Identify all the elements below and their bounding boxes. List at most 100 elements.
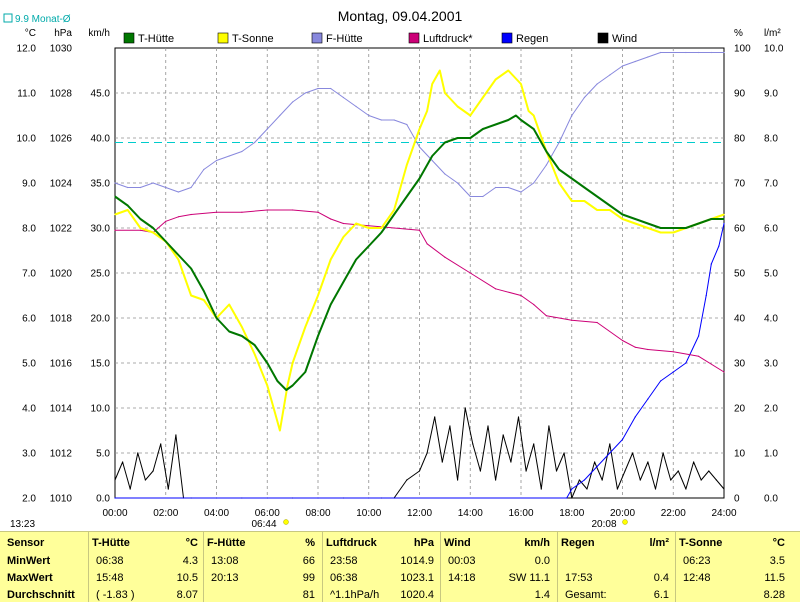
celsius-axis-tick-label: 9.0: [22, 179, 36, 190]
series-point: [672, 227, 674, 229]
legend-swatch: [408, 32, 420, 44]
hpa-axis-tick-label: 1024: [50, 179, 73, 190]
stats-unit: l/m²: [649, 537, 669, 549]
percent-axis-tick-label: 0: [734, 494, 740, 505]
series-point: [330, 303, 332, 306]
series-point: [510, 461, 512, 463]
series-point: [515, 114, 517, 117]
stats-value: 66: [302, 555, 315, 567]
series-point: [596, 195, 598, 198]
stats-time: 17:53: [565, 572, 593, 584]
rain-axis-tick-label: 10.0: [764, 44, 784, 55]
series-point: [540, 488, 542, 490]
stats-time: 06:38: [96, 555, 124, 567]
series-point: [507, 119, 509, 121]
series-point: [571, 177, 573, 180]
series-point: [342, 222, 344, 225]
x-tick-label: 18:00: [559, 508, 584, 519]
stats-time: ( -1.83 ): [96, 589, 135, 601]
series-point: [495, 479, 497, 481]
stats-row-label: MaxWert: [7, 572, 53, 584]
series-point: [583, 186, 586, 189]
series-point: [596, 465, 598, 468]
series-point: [406, 195, 408, 198]
hpa-axis-tick-label: 1028: [50, 89, 73, 100]
series-point: [558, 141, 560, 144]
series-point: [571, 200, 573, 202]
stats-value: SW 11.1: [508, 572, 550, 584]
series-point: [317, 211, 319, 213]
series-point: [705, 294, 707, 297]
stats-separator: [557, 532, 558, 602]
footer-marker-right: 20:08: [591, 519, 616, 530]
series-point: [545, 150, 548, 153]
series-point: [654, 488, 657, 490]
series-point: [177, 191, 179, 193]
series-point: [114, 229, 116, 231]
series-point: [342, 236, 344, 238]
stats-time: 06:38: [330, 572, 358, 584]
sunset-marker-icon: [622, 519, 628, 525]
series-point: [469, 272, 471, 274]
series-point: [495, 288, 497, 290]
percent-axis-tick-label: 50: [734, 269, 746, 280]
avg-checkbox-icon[interactable]: [3, 13, 13, 23]
series-point: [114, 213, 116, 216]
stats-row-label: Sensor: [7, 537, 45, 549]
series-point: [621, 438, 624, 441]
series-point: [380, 119, 382, 121]
kmh-axis-tick-label: 35.0: [91, 179, 111, 190]
legend-swatch: [217, 32, 229, 44]
kmh-axis-tick-label: 40.0: [91, 134, 111, 145]
series-point: [406, 479, 408, 481]
series-point: [609, 74, 611, 76]
series-point: [634, 218, 636, 220]
series-point: [583, 96, 586, 99]
series-point: [700, 479, 702, 481]
series-point: [254, 141, 256, 144]
weather-chart: Montag, 09.04.2001 9.9 Monat-Ø T-Hütte T-…: [3, 8, 784, 530]
series-point: [418, 470, 421, 472]
kmh-axis-tick-label: 5.0: [96, 449, 110, 460]
series-point: [215, 317, 218, 319]
series-point: [723, 371, 725, 373]
series-point: [393, 213, 395, 216]
series-point: [698, 222, 700, 225]
legend-label: F-Hütte: [326, 33, 363, 45]
series-point: [137, 452, 139, 454]
legend-label: Wind: [612, 33, 637, 45]
kmh-axis-tick-label: 0.0: [96, 494, 110, 505]
series-point: [571, 497, 573, 499]
stats-time: 12:48: [683, 572, 711, 584]
rain-axis-tick-label: 0.0: [764, 494, 778, 505]
series-point: [228, 330, 230, 333]
series-point: [609, 204, 611, 207]
series-point: [355, 258, 357, 261]
stats-time: 13:08: [211, 555, 239, 567]
series-point: [586, 488, 588, 490]
series-point: [632, 452, 634, 454]
stats-separator: [440, 532, 441, 602]
stats-separator: [322, 532, 323, 602]
stats-unit: °C: [185, 537, 198, 549]
stats-value: 8.28: [763, 589, 785, 601]
stats-value: 11.5: [764, 572, 785, 584]
series-point: [114, 182, 116, 184]
series-point: [177, 216, 179, 218]
hpa-axis-unit: hPa: [54, 28, 72, 39]
series-point: [571, 488, 573, 490]
series-point: [634, 222, 636, 225]
series-point: [175, 434, 177, 436]
series-point: [723, 213, 725, 216]
percent-axis-tick-label: 100: [734, 44, 751, 55]
series-point: [698, 335, 700, 337]
series-point: [441, 461, 443, 463]
series-point: [241, 335, 243, 337]
series-point: [672, 51, 674, 54]
series-point: [708, 470, 710, 472]
series-point: [723, 218, 725, 220]
stats-time: Gesamt:: [565, 589, 607, 601]
series-line-tsonne: [114, 69, 725, 432]
series-point: [368, 225, 370, 227]
series-point: [634, 346, 636, 348]
